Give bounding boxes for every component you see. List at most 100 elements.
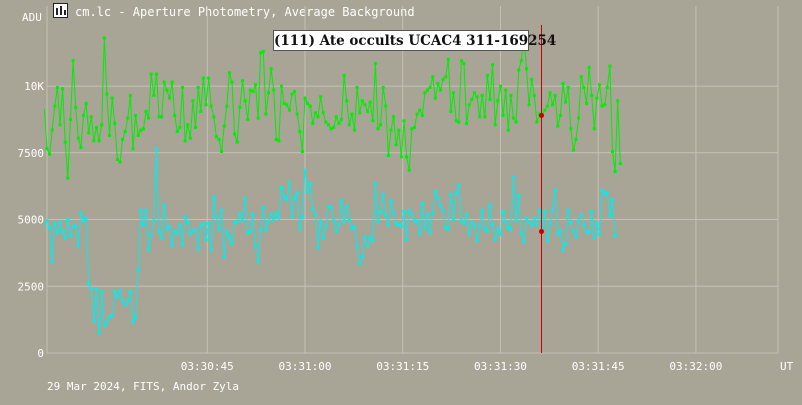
data-point [379,123,383,127]
data-point [293,89,297,93]
data-point [207,76,211,80]
data-point [532,93,536,97]
data-point [420,202,424,205]
data-point [235,140,239,144]
data-point [141,223,145,227]
data-point [220,150,224,153]
data-point [306,101,310,105]
data-point [327,204,330,208]
data-point [89,287,93,291]
data-point [144,208,148,212]
data-point [353,128,356,132]
data-point [561,81,565,85]
time-cursor[interactable] [539,25,544,353]
data-point [212,195,216,199]
data-point [446,57,450,61]
data-point [327,123,330,127]
data-point [256,116,260,120]
data-point [214,135,218,139]
data-point [368,235,372,239]
data-point [251,212,255,216]
data-point [415,219,419,223]
data-point [337,223,341,227]
data-point [313,111,317,115]
data-point [217,228,221,232]
data-point [608,214,612,217]
data-point [168,224,171,228]
data-point [569,127,573,131]
data-point [433,96,437,100]
data-point [592,127,596,131]
data-point [459,59,463,63]
data-point [55,231,59,235]
data-point [251,89,255,93]
data-point [264,112,268,116]
cursor-marker [539,229,544,235]
data-point [207,222,211,225]
data-point [110,314,114,318]
data-point [246,117,250,121]
data-point [483,227,487,231]
data-point [321,236,325,240]
data-point [308,104,312,108]
data-point [186,123,190,127]
data-point [433,190,437,193]
data-point [389,199,393,203]
data-point [48,226,52,229]
data-point [152,93,156,97]
data-point [243,99,247,103]
data-point [441,208,445,212]
data-point [147,116,151,120]
data-point [410,127,414,131]
data-point [290,215,294,219]
data-point [413,219,416,223]
data-point [556,124,560,128]
data-point [102,324,106,328]
data-point [548,222,552,225]
data-point [233,220,237,224]
data-point [538,208,541,212]
data-point [332,219,336,223]
data-point [134,113,138,117]
data-point [123,303,127,307]
data-point [587,65,591,69]
data-point [63,140,67,144]
data-point [303,168,307,172]
data-point [564,242,568,246]
data-point [488,203,492,207]
data-point [350,112,354,116]
data-point [530,77,534,81]
data-point [95,287,98,291]
data-point [178,223,182,227]
data-point [545,104,549,108]
data-point [598,83,601,87]
data-point [222,255,226,259]
data-point [595,96,599,100]
data-point [574,235,578,239]
data-point [556,232,560,236]
data-point [543,108,547,112]
data-point [131,147,135,151]
data-point [558,113,562,117]
data-point [316,115,320,119]
data-point [295,112,299,116]
data-point [69,234,72,238]
data-point [254,83,257,87]
data-point [590,93,594,97]
data-point [577,219,581,223]
data-point [611,198,614,201]
data-point [334,115,338,119]
data-point [285,103,289,107]
chart-icon[interactable] [53,3,68,18]
data-point [63,236,67,240]
data-point [227,235,231,239]
data-point [499,232,502,236]
data-point [87,131,91,135]
data-point [509,228,513,232]
data-point [282,195,286,199]
data-point [485,230,489,234]
data-point [95,125,98,129]
data-point [191,99,195,103]
data-point [243,196,247,200]
